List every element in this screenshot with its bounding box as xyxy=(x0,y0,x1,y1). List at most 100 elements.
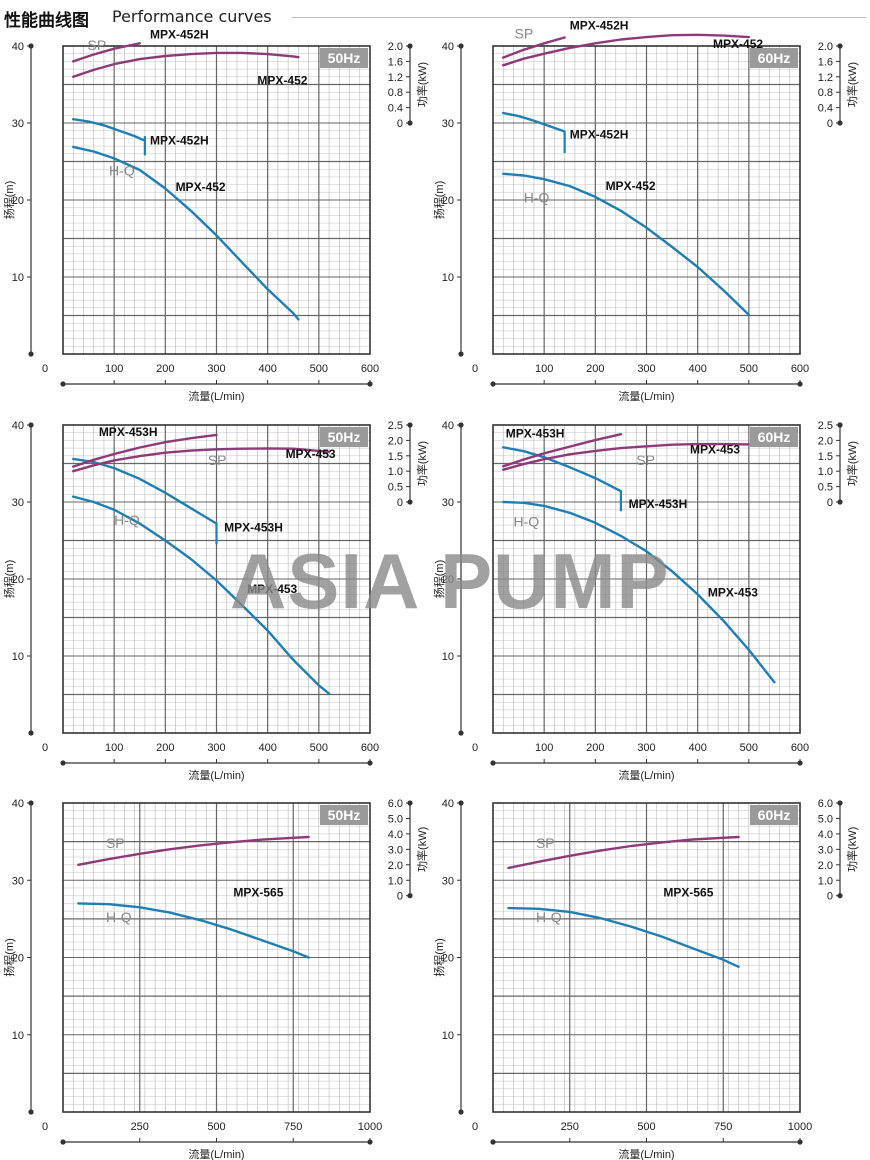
page-title-en: Performance curves xyxy=(112,7,272,26)
chart-panel-4: 10 20 30 40 扬程(m) 0 100 200 300 400 500 600 流量(L/min… xyxy=(432,420,859,782)
chart-panel-3: 10 20 30 40 扬程(m) 0 100 200 300 400 500 600 流量(L/min… xyxy=(2,420,429,782)
y2-tick-label: 6.0 xyxy=(388,798,403,810)
x-origin-label: 0 xyxy=(42,742,48,754)
x-tick-label: 500 xyxy=(740,742,758,754)
curve-type-label-h-q: H-Q xyxy=(524,189,550,205)
y-tick-label: 40 xyxy=(12,41,24,53)
y2-tick-label: 1.6 xyxy=(388,56,403,68)
hq-curve-mpx-452 xyxy=(71,145,300,321)
y-tick-label: 20 xyxy=(12,574,24,586)
x-origin-label: 0 xyxy=(472,1121,478,1133)
x-tick-label: 600 xyxy=(791,742,809,754)
frequency-badge-label: 50Hz xyxy=(328,429,361,445)
curve-type-label-sp: SP xyxy=(536,835,555,851)
plot-frame xyxy=(62,802,371,1113)
y2-tick-label: 1.0 xyxy=(388,875,403,887)
y2-tick-label: 5.0 xyxy=(818,813,833,825)
hq-curve-mpx-565 xyxy=(507,906,740,968)
plot-frame xyxy=(62,45,371,355)
series-label: MPX-452 xyxy=(713,37,763,51)
x-tick-label: 750 xyxy=(284,1121,302,1133)
x-tick-label: 300 xyxy=(637,363,655,375)
page-title-cn: 性能曲线图 xyxy=(4,11,89,31)
x-origin-label: 0 xyxy=(42,1121,48,1133)
y2-tick-label: 2.0 xyxy=(818,435,833,447)
y-axis-end-dot xyxy=(28,351,34,357)
y-tick-label: 10 xyxy=(12,1030,24,1042)
y2-tick-label: 3.0 xyxy=(818,844,833,856)
y2-tick-label: 3.0 xyxy=(388,844,403,856)
curve-type-label-h-q: H-Q xyxy=(106,909,132,925)
y-axis-label: 扬程(m) xyxy=(432,560,446,599)
sp-curve-mpx-565 xyxy=(77,835,310,866)
x-tick-label: 300 xyxy=(637,742,655,754)
sp-curve-mpx-452 xyxy=(71,51,300,79)
hq-curve-mpx-453h xyxy=(71,457,218,525)
y-axis-end-dot xyxy=(28,1109,34,1115)
y2-tick-label: 5.0 xyxy=(388,813,403,825)
chart-panel-6: 10 20 30 40 扬程(m) 0 250 500 750 1000 流量(L/min) 6.0 5… xyxy=(432,798,859,1160)
y2-tick-label: 0.4 xyxy=(818,103,833,115)
watermark: ASIA PUMP xyxy=(230,537,670,625)
y2-tick-label: 0.8 xyxy=(818,87,833,99)
series-label: MPX-453 xyxy=(708,586,758,600)
x-tick-label: 400 xyxy=(688,363,706,375)
frequency-badge-label: 50Hz xyxy=(328,807,361,823)
frequency-badge xyxy=(750,427,798,447)
y-axis-end-dot xyxy=(28,730,34,736)
y-tick-label: 40 xyxy=(442,420,454,432)
series-label: MPX-453 xyxy=(247,582,297,596)
y2-tick-label: 4.0 xyxy=(388,829,403,841)
sp-curve-mpx-453 xyxy=(502,442,750,471)
x-tick-label: 600 xyxy=(791,363,809,375)
y2-axis-label: 功率(kW) xyxy=(845,62,859,107)
y-tick-label: 10 xyxy=(12,272,24,284)
y2-tick-label: 0 xyxy=(397,118,403,130)
chart-panel-1: 10 20 30 40 扬程(m) 0 100 200 300 400 500 600 流量(L/min… xyxy=(2,27,429,403)
frequency-badge-label: 60Hz xyxy=(758,429,791,445)
y-tick-label: 30 xyxy=(12,118,24,130)
hq-curve-mpx-565 xyxy=(77,902,310,959)
curve-type-label-h-q: H-Q xyxy=(114,512,140,528)
frequency-badge xyxy=(320,48,368,68)
y2-tick-label: 0 xyxy=(827,118,833,130)
y2-tick-label: 0 xyxy=(397,497,403,509)
x-axis-end-dot xyxy=(490,760,496,766)
frequency-badge-label: 50Hz xyxy=(328,50,361,66)
series-label: MPX-452 xyxy=(606,179,656,193)
series-label: MPX-565 xyxy=(233,885,283,899)
y2-tick-label: 1.6 xyxy=(818,56,833,68)
curve-type-label-h-q: H-Q xyxy=(536,909,562,925)
y2-tick-label: 2.0 xyxy=(388,41,403,53)
series-label: MPX-453H xyxy=(224,520,283,534)
frequency-badge-label: 60Hz xyxy=(758,807,791,823)
frequency-badge xyxy=(750,48,798,68)
x-tick-label: 100 xyxy=(535,363,553,375)
x-tick-label: 500 xyxy=(207,1121,225,1133)
sp-curve-mpx-452h xyxy=(71,42,142,63)
curve-type-label-h-q: H-Q xyxy=(109,162,135,178)
y-tick-label: 20 xyxy=(12,953,24,965)
x-tick-label: 200 xyxy=(586,742,604,754)
y-tick-label: 40 xyxy=(12,798,24,810)
x-tick-label: 250 xyxy=(131,1121,149,1133)
y-tick-label: 10 xyxy=(442,651,454,663)
hq-curve-mpx-453 xyxy=(71,495,331,695)
x-tick-label: 200 xyxy=(156,363,174,375)
x-tick-label: 300 xyxy=(207,742,225,754)
y-axis-end-dot xyxy=(458,351,464,357)
x-tick-label: 1000 xyxy=(788,1121,812,1133)
y2-tick-label: 1.5 xyxy=(388,451,403,463)
x-axis-end-dot xyxy=(60,760,66,766)
y2-tick-label: 0.8 xyxy=(388,87,403,99)
series-label: MPX-453H xyxy=(506,427,565,441)
x-tick-label: 200 xyxy=(586,363,604,375)
y-tick-label: 20 xyxy=(12,195,24,207)
x-origin-label: 0 xyxy=(472,363,478,375)
plot-frame xyxy=(492,45,801,355)
x-tick-label: 100 xyxy=(105,363,123,375)
frequency-badge xyxy=(750,805,798,825)
y2-tick-label: 1.2 xyxy=(388,72,403,84)
curve-type-label-h-q: H-Q xyxy=(513,514,539,530)
